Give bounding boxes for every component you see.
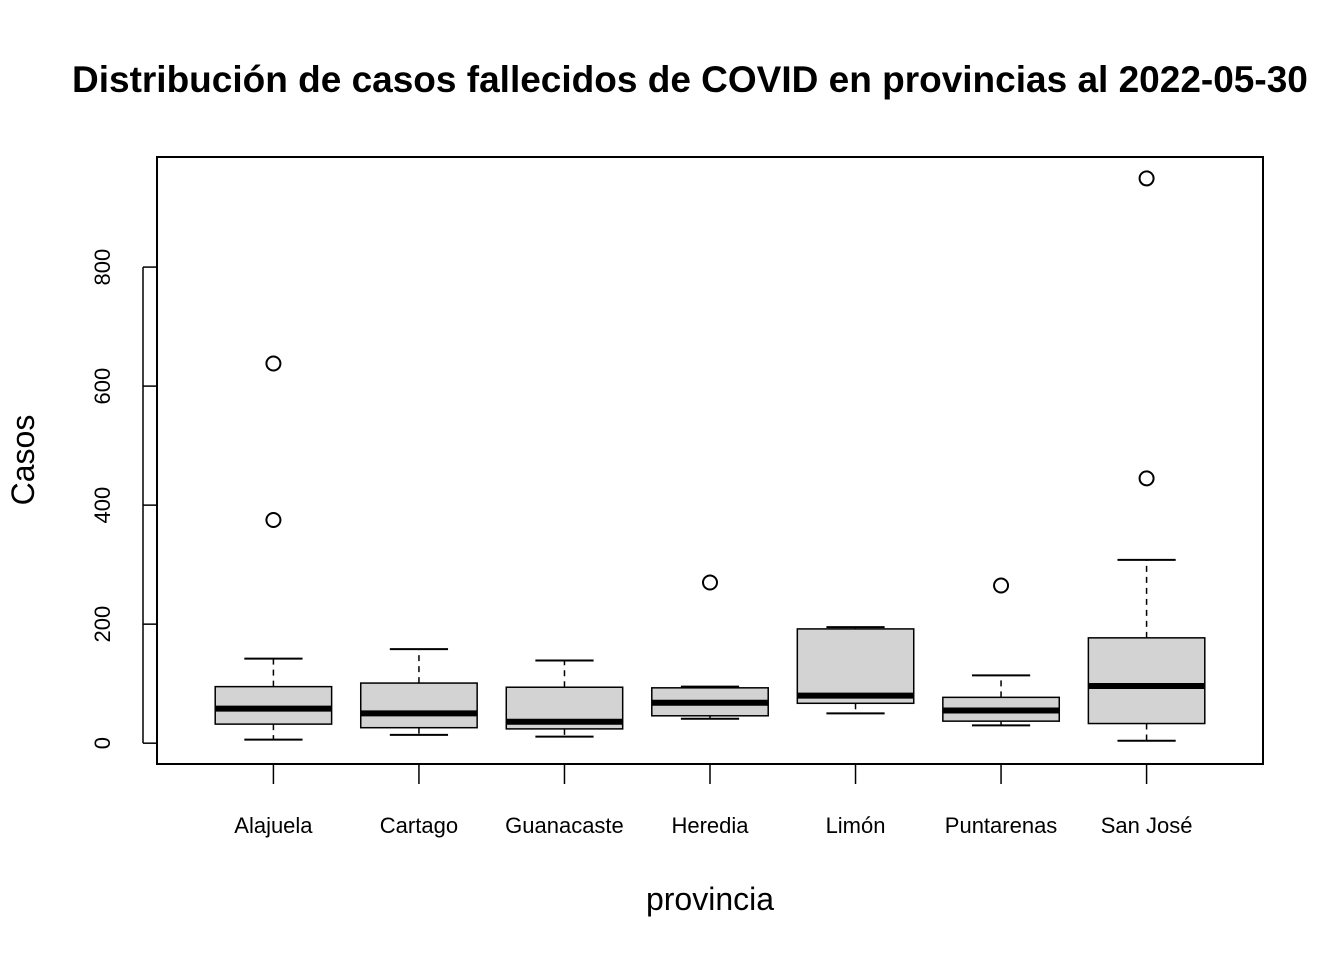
y-tick-label: 600 <box>90 368 115 405</box>
iqr-box <box>796 628 915 705</box>
box-group-guanacaste <box>505 659 624 738</box>
x-tick-label: Limón <box>826 813 886 838</box>
y-tick-label: 800 <box>90 249 115 286</box>
x-tick-label: San José <box>1101 813 1193 838</box>
outlier-point <box>265 512 282 529</box>
outlier-point <box>1138 170 1155 187</box>
box-group-heredia <box>651 574 769 720</box>
y-tick-label: 0 <box>90 737 115 749</box>
iqr-box <box>214 685 333 725</box>
chart-title: Distribución de casos fallecidos de COVI… <box>72 59 1308 100</box>
axes: 0 200 400 600 800 Alajuela Cartago Guanacaste He… <box>90 249 1192 838</box>
y-axis-title: Casos <box>5 415 41 506</box>
outlier-point <box>265 355 282 372</box>
x-tick-label: Guanacaste <box>505 813 624 838</box>
outlier-point <box>993 577 1010 594</box>
iqr-box <box>359 682 478 729</box>
outlier-point <box>702 574 718 591</box>
outlier-point <box>1138 470 1155 487</box>
box-group-san-josé <box>1087 170 1206 742</box>
box-group-cartago <box>359 648 478 736</box>
box-group-limón <box>796 626 915 715</box>
x-tick-label: Heredia <box>671 813 749 838</box>
x-tick-label: Alajuela <box>234 813 313 838</box>
box-group-puntarenas <box>942 577 1061 727</box>
y-tick-label: 200 <box>90 606 115 643</box>
plot-area <box>214 170 1206 742</box>
box-group-alajuela <box>214 355 333 741</box>
x-tick-label: Puntarenas <box>945 813 1058 838</box>
x-axis-title: provincia <box>646 881 774 917</box>
x-tick-label: Cartago <box>380 813 458 838</box>
y-tick-label: 400 <box>90 487 115 524</box>
iqr-box <box>1087 637 1206 725</box>
